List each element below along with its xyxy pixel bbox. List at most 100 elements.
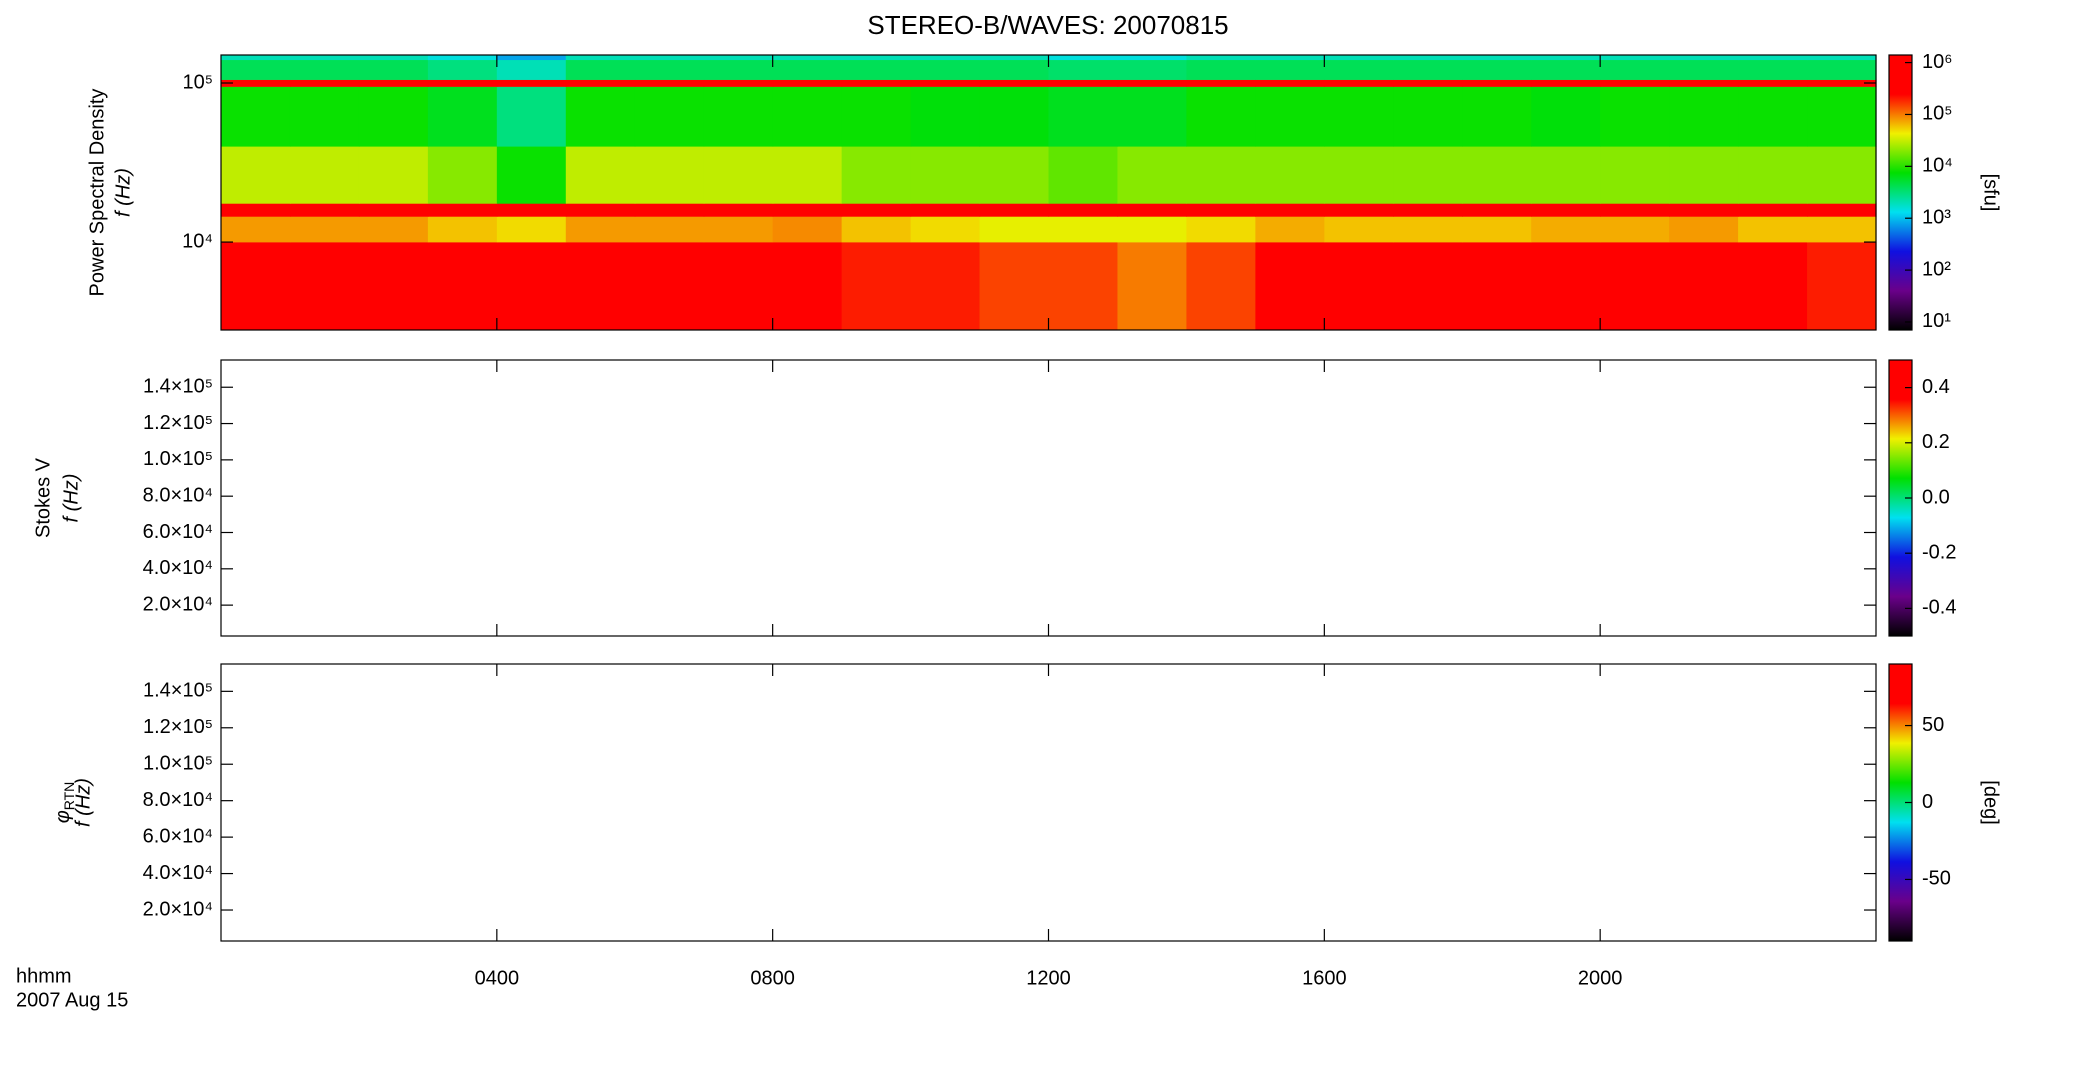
heatmap-cell [1807,55,1877,61]
heatmap-cell [634,55,705,61]
heatmap-cell [221,203,291,217]
heatmap-cell [1186,55,1256,61]
heatmap-cell [1048,59,1119,80]
heatmap-cell [979,79,1050,87]
heatmap-cell [703,79,774,87]
heatmap-cell [221,79,291,87]
y-axis-label: f (Hz) [112,168,134,217]
colorbar [1889,664,1912,941]
heatmap-cell [1393,242,1463,331]
heatmap-cell [1324,203,1394,217]
heatmap-cell [565,55,636,61]
heatmap-cell [1600,55,1670,61]
heatmap-cell [1255,242,1325,331]
heatmap-cell [841,216,912,243]
heatmap-cell [703,203,774,217]
heatmap-cell [841,59,912,80]
heatmap-cell [1531,79,1601,87]
heatmap-cell [565,146,636,204]
chart-title: STEREO-B/WAVES: 20070815 [867,10,1228,40]
heatmap-cell [1462,55,1532,61]
heatmap-cell [979,55,1050,61]
heatmap-cell [1324,59,1394,80]
heatmap-cell [772,216,843,243]
heatmap-cell [1048,79,1119,87]
heatmap-cell [1186,86,1256,147]
heatmap-cell [1669,55,1739,61]
heatmap-cell [1462,146,1532,204]
heatmap-cell [634,203,705,217]
heatmap-cell [1117,242,1188,331]
y-tick-label: 1.2×10⁵ [143,412,213,434]
y-axis-label: Power Spectral Density [86,89,108,297]
y-tick-label: 2.0×10⁴ [143,898,213,920]
heatmap-cell [910,59,981,80]
heatmap-cell [221,146,291,204]
heatmap-cell [289,146,360,204]
heatmap-cell [1255,216,1325,243]
heatmap-cell [1600,86,1670,147]
y-tick-label: 1.0×10⁵ [143,753,213,775]
heatmap-cell [221,55,291,61]
heatmap-cell [565,203,636,217]
heatmap-cell [1048,146,1119,204]
heatmap-cell [496,55,567,61]
y-tick-label: 1.4×10⁵ [143,376,213,398]
heatmap-cell [703,59,774,80]
heatmap-cell [289,55,360,61]
heatmap-cell [703,242,774,331]
heatmap-cell [1324,79,1394,87]
heatmap-cell [1807,59,1877,80]
plot-frame [220,359,1877,637]
heatmap-cell [841,79,912,87]
heatmap-cell [772,203,843,217]
heatmap-cell [772,55,843,61]
heatmap-cell [427,86,498,147]
heatmap-cell [1669,79,1739,87]
x-axis-label: 2007 Aug 15 [16,989,128,1011]
heatmap-cell [289,242,360,331]
heatmap-cell [1669,242,1739,331]
heatmap-cell [634,79,705,87]
heatmap-cell [634,146,705,204]
heatmap-cell [1186,242,1256,331]
heatmap-cell [841,146,912,204]
heatmap-cell [427,203,498,217]
heatmap-cell [289,79,360,87]
heatmap-cell [703,55,774,61]
heatmap-cell [1738,216,1808,243]
heatmap-cell [1807,203,1877,217]
heatmap-cell [1669,216,1739,243]
heatmap-cell [496,86,567,147]
heatmap-cell [703,86,774,147]
heatmap-cell [910,146,981,204]
heatmap-cell [565,216,636,243]
heatmap-cell [1117,203,1188,217]
heatmap-cell [358,203,429,217]
heatmap-cell [358,55,429,61]
heatmap-cell [221,216,291,243]
heatmap-cell [1531,55,1601,61]
y-axis-label: Stokes V [32,457,54,538]
y-axis-label-sub: φRTN [52,782,76,824]
x-axis-label: hhmm [16,965,72,987]
heatmap-cell [1324,86,1394,147]
heatmap-cell [496,203,567,217]
heatmap-cell [1669,59,1739,80]
heatmap-cell [1669,86,1739,147]
heatmap-cell [979,203,1050,217]
heatmap-cell [1462,86,1532,147]
x-tick-label: 1600 [1302,967,1347,989]
heatmap-cell [979,59,1050,80]
y-tick-label: 1.4×10⁵ [143,680,213,702]
heatmap-cell [427,55,498,61]
heatmap-cell [1255,55,1325,61]
heatmap-cell [1531,242,1601,331]
heatmap-cell [289,203,360,217]
heatmap-cell [358,59,429,80]
x-tick-label: 0800 [750,967,795,989]
heatmap-cell [1186,203,1256,217]
heatmap-cell [427,59,498,80]
heatmap-cell [910,55,981,61]
heatmap-cell [1393,59,1463,80]
